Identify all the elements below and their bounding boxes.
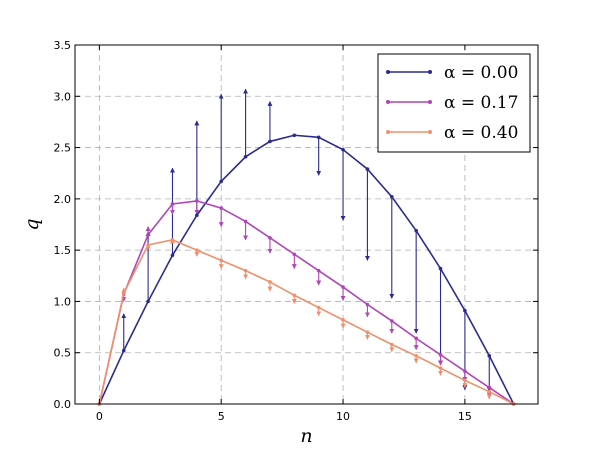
data-point-series-1 — [268, 236, 272, 240]
data-point-series-2 — [243, 268, 248, 273]
x-axis-label: n — [300, 425, 312, 447]
y-tick-label: 2.5 — [54, 142, 72, 155]
legend-box — [377, 53, 531, 153]
data-point-series-1 — [414, 336, 418, 341]
data-point-series-1 — [146, 232, 150, 237]
x-tick-label: 10 — [336, 410, 350, 423]
data-point-series-0 — [170, 253, 175, 258]
data-point-series-0 — [121, 348, 126, 353]
data-point-series-0 — [463, 308, 467, 313]
plot-frame — [74, 44, 539, 405]
data-point-series-2 — [389, 342, 394, 347]
data-point-series-0 — [219, 179, 224, 184]
y-tick-label: 1.5 — [54, 244, 72, 257]
data-point-series-2 — [463, 378, 467, 383]
legend-marker — [386, 130, 390, 134]
data-point-series-1 — [219, 206, 224, 210]
x-tick-label: 0 — [96, 410, 103, 423]
data-point-series-2 — [438, 366, 443, 370]
data-point-series-1 — [170, 202, 175, 206]
x-tick-label: 5 — [218, 410, 225, 423]
legend-marker — [428, 100, 432, 104]
data-point-series-0 — [365, 167, 370, 171]
data-point-series-2 — [195, 248, 199, 252]
data-point-series-0 — [389, 195, 394, 199]
data-point-series-1 — [438, 352, 443, 357]
data-point-series-2 — [170, 238, 175, 242]
data-point-series-0 — [414, 228, 418, 233]
data-point-series-0 — [487, 353, 492, 358]
data-point-series-2 — [365, 330, 370, 335]
y-tick-label: 3.0 — [54, 90, 72, 103]
data-point-series-1 — [292, 252, 297, 257]
data-point-series-0 — [316, 135, 321, 140]
data-point-series-2 — [487, 389, 492, 394]
y-tick-label: 1.0 — [54, 295, 72, 308]
axis-ticks: 0 5 10 15 0.0 0.5 1.0 1.5 2.0 2.5 3.0 3.5 — [54, 39, 538, 423]
series-line-0 — [98, 134, 515, 405]
y-tick-label: 0.0 — [54, 398, 72, 411]
data-point-series-1 — [463, 369, 467, 373]
data-point-series-2 — [268, 280, 272, 284]
data-point-series-0 — [292, 133, 297, 138]
data-point-series-0 — [438, 266, 443, 271]
data-point-series-1 — [243, 219, 248, 224]
data-point-series-2 — [146, 243, 150, 247]
data-point-series-1 — [195, 199, 199, 203]
data-point-series-2 — [316, 305, 321, 310]
series-line-2 — [98, 239, 514, 405]
data-point-series-1 — [341, 285, 345, 289]
y-tick-label: 3.5 — [54, 39, 72, 52]
legend-marker — [428, 130, 432, 134]
y-axis-label: q — [21, 218, 43, 230]
legend-label-2: α = 0.40 — [444, 123, 518, 143]
data-point-series-2 — [414, 353, 418, 358]
data-point-series-0 — [341, 147, 345, 152]
data-point-series-1 — [389, 319, 394, 323]
data-point-series-1 — [365, 302, 370, 307]
data-point-series-2 — [121, 291, 126, 296]
legend-marker — [386, 70, 390, 74]
data-point-series-1 — [487, 385, 492, 390]
legend-marker — [428, 70, 432, 74]
series-lines — [97, 133, 516, 406]
x-tick-label: 15 — [458, 410, 472, 423]
arrow-field — [121, 88, 492, 400]
data-point-series-0 — [146, 299, 150, 304]
series-line-1 — [98, 200, 515, 405]
y-tick-label: 2.0 — [54, 193, 72, 206]
data-point-series-2 — [341, 318, 345, 322]
data-point-series-0 — [268, 139, 272, 144]
data-point-series-1 — [316, 268, 321, 273]
data-point-series-2 — [219, 258, 224, 263]
data-point-series-2 — [292, 293, 297, 298]
y-tick-label: 0.5 — [54, 347, 72, 360]
legend-label-1: α = 0.17 — [444, 93, 518, 113]
legend: α = 0.00 α = 0.17 α = 0.40 — [377, 53, 531, 153]
legend-marker — [386, 100, 390, 104]
data-point-series-0 — [195, 213, 199, 218]
data-point-series-0 — [243, 155, 248, 159]
legend-label-0: α = 0.00 — [444, 63, 518, 83]
